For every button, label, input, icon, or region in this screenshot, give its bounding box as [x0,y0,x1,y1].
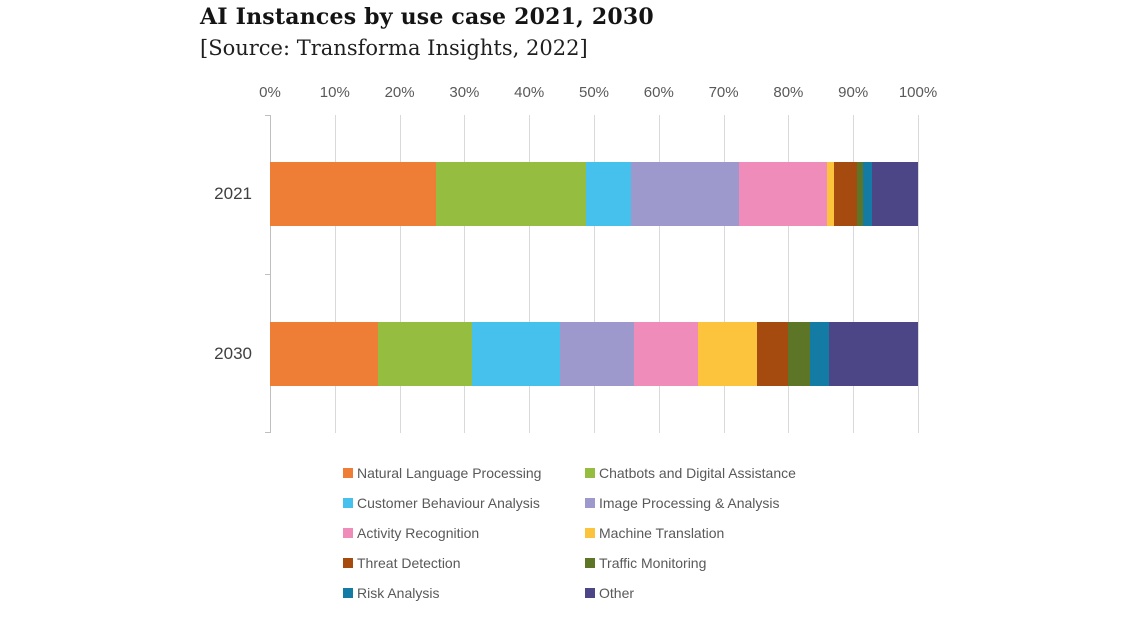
bar-segment-threat-detection [834,162,858,226]
legend-marker-icon [585,588,595,598]
legend-item-activity-recognition: Activity Recognition [343,518,585,548]
legend-label: Machine Translation [599,525,725,541]
legend-label: Risk Analysis [357,585,440,601]
legend-label: Image Processing & Analysis [599,495,780,511]
chart-subtitle: [Source: Transforma Insights, 2022] [200,36,588,60]
legend-item-chatbots-and-digital-assistance: Chatbots and Digital Assistance [585,458,796,488]
plot-area [265,115,919,433]
bar-segment-risk-analysis [809,322,829,386]
legend: Natural Language Processing Chatbots and … [343,458,796,608]
y-axis-line [270,115,271,433]
legend-item-customer-behaviour-analysis: Customer Behaviour Analysis [343,488,585,518]
x-axis-tick-label: 90% [838,84,869,101]
x-axis-tick-label: 30% [449,84,480,101]
gridline-20 [399,115,401,433]
bar-segment-traffic-monitoring [787,322,810,386]
bar-2021 [270,162,918,226]
x-axis-tick-label: 20% [384,84,415,101]
bar-segment-other [828,322,918,386]
bar-segment-natural-language-processing [270,322,379,386]
gridline-100 [918,115,919,433]
x-axis-tick-label: 70% [708,84,739,101]
gridline-80 [788,115,790,433]
legend-label: Natural Language Processing [357,465,542,481]
gridline-30 [464,115,466,433]
legend-marker-icon [343,468,353,478]
legend-item-machine-translation: Machine Translation [585,518,796,548]
legend-item-traffic-monitoring: Traffic Monitoring [585,548,796,578]
y-axis-tick [265,274,270,275]
legend-label: Threat Detection [357,555,461,571]
legend-item-natural-language-processing: Natural Language Processing [343,458,585,488]
x-axis-tick-label: 0% [259,84,281,101]
legend-marker-icon [585,468,595,478]
bar-segment-chatbots-and-digital-assistance [435,162,586,226]
y-axis-tick [265,115,270,116]
legend-marker-icon [585,528,595,538]
legend-item-other: Other [585,578,796,608]
bar-segment-machine-translation [827,162,835,226]
legend-label: Customer Behaviour Analysis [357,495,540,511]
gridline-10 [334,115,336,433]
bar-segment-risk-analysis [862,162,872,226]
legend-marker-icon [343,528,353,538]
legend-label: Chatbots and Digital Assistance [599,465,796,481]
bar-2030 [270,322,918,386]
legend-marker-icon [343,558,353,568]
legend-marker-icon [585,558,595,568]
legend-item-threat-detection: Threat Detection [343,548,585,578]
bar-segment-customer-behaviour-analysis [472,322,561,386]
x-axis-tick-label: 40% [514,84,545,101]
bar-segment-image-processing-analysis [630,162,740,226]
bar-segment-customer-behaviour-analysis [585,162,631,226]
legend-item-image-processing-analysis: Image Processing & Analysis [585,488,796,518]
bar-segment-natural-language-processing [270,162,436,226]
x-axis-tick-label: 100% [898,84,938,101]
bar-segment-activity-recognition [739,162,828,226]
bar-segment-threat-detection [756,322,788,386]
gridline-60 [658,115,660,433]
legend-marker-icon [585,498,595,508]
legend-label: Other [599,585,635,601]
bar-segment-traffic-monitoring [857,162,863,226]
bar-segment-image-processing-analysis [560,322,634,386]
gridline-40 [529,115,531,433]
bar-segment-activity-recognition [633,322,699,386]
legend-item-risk-analysis: Risk Analysis [343,578,585,608]
gridline-50 [594,115,595,433]
category-label-2021: 2021 [214,184,252,203]
legend-label: Activity Recognition [357,525,480,541]
x-axis-tick-label: 10% [319,84,350,101]
bar-segment-chatbots-and-digital-assistance [378,322,473,386]
x-axis-tick-label: 80% [773,84,804,101]
legend-marker-icon [343,588,353,598]
category-label-2030: 2030 [214,344,252,363]
legend-marker-icon [343,498,353,508]
x-axis-tick-label: 50% [578,84,610,101]
gridline-90 [853,115,855,433]
bar-segment-other [871,162,918,226]
y-axis-tick [265,432,270,433]
x-axis-tick-label: 60% [643,84,674,101]
legend-label: Traffic Monitoring [599,555,707,571]
gridline-70 [723,115,725,433]
x-axis-tick-labels: 0% 10% 20% 30% 40% 50% 60% 70% 80% 90% 100% [259,84,937,102]
bar-segment-machine-translation [698,322,757,386]
chart-title: AI Instances by use case 2021, 2030 [200,4,654,30]
